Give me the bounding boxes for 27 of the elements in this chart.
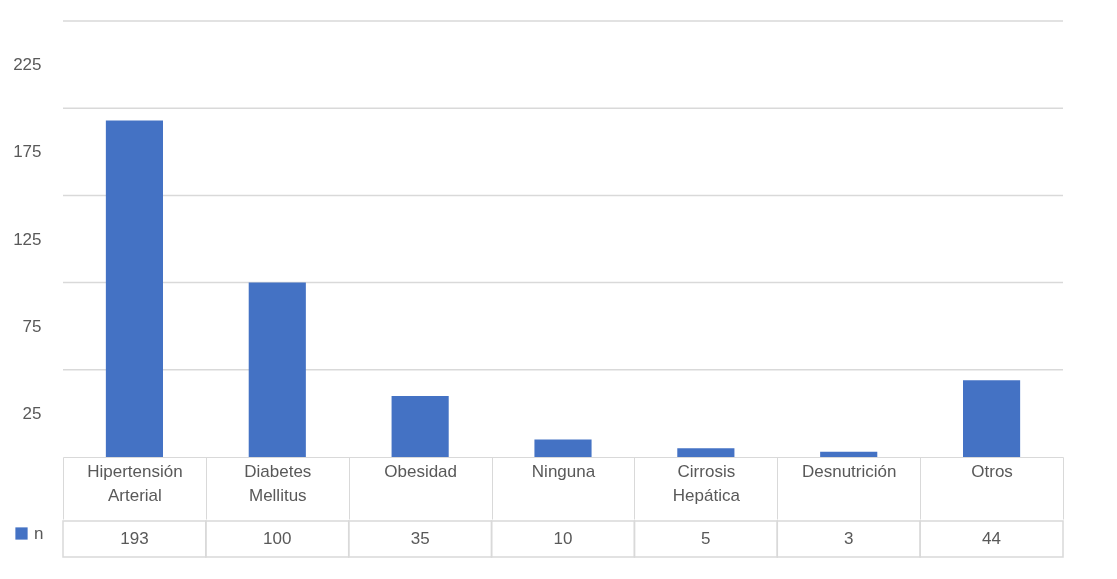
x-tick-label: Otros (971, 461, 1013, 481)
data-label: 10 (553, 529, 573, 548)
y-tick-label: 75 (22, 316, 42, 336)
bar (391, 395, 449, 457)
bar (534, 439, 592, 457)
y-tick-label: 175 (13, 142, 42, 162)
data-label: 3 (843, 529, 854, 548)
x-tick-label: Obesidad (384, 461, 458, 481)
bar (105, 120, 163, 457)
bar (963, 380, 1021, 457)
x-tick-label: Desnutrición (801, 461, 897, 481)
data-label: 100 (263, 529, 292, 548)
bar (248, 282, 306, 457)
x-tick-label: Cirrosis Hepática (672, 461, 741, 505)
x-tick-label: Diabetes Mellitus (244, 461, 312, 505)
data-label: 35 (410, 529, 430, 548)
bar (677, 448, 735, 457)
y-tick-label: 225 (13, 55, 42, 75)
x-tick-label: Ninguna (531, 461, 596, 481)
legend-label: n (34, 523, 44, 543)
y-tick-label: 125 (13, 229, 42, 249)
bar (820, 451, 878, 457)
y-tick-label: 25 (22, 403, 42, 423)
data-label: 193 (120, 529, 149, 548)
x-tick-label: Hipertensión Arterial (87, 461, 183, 505)
data-label: 5 (701, 529, 711, 548)
data-label: 44 (982, 529, 1002, 548)
